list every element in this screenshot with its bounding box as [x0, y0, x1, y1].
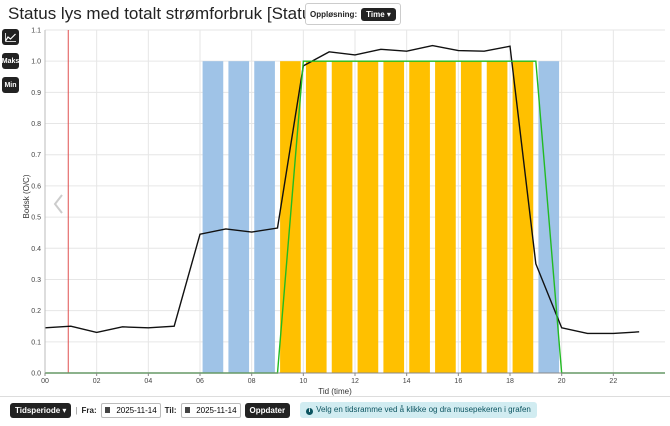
- x-tick-label: 10: [299, 378, 307, 385]
- from-date-field[interactable]: [100, 402, 161, 418]
- bar: [254, 61, 275, 373]
- x-tick-label: 16: [454, 378, 462, 385]
- from-label: Fra:: [81, 405, 97, 415]
- y-tick-label: 0.6: [31, 183, 41, 190]
- x-tick-label: 04: [144, 378, 152, 385]
- x-tick-label: 20: [558, 378, 566, 385]
- resolution-control: Oppløsning: Time ▾: [305, 3, 401, 25]
- y-tick-label: 0.8: [31, 121, 41, 128]
- x-tick-label: 08: [248, 378, 256, 385]
- bar: [486, 61, 508, 373]
- page-title: Status lys med totalt strømforbruk [Stat…: [8, 4, 359, 23]
- bar: [202, 61, 224, 373]
- chart[interactable]: 0.0 0.1 0.2 0.3 0.4 0.5 0.6 0.7 0.8 0.9 1.0 1.1 00 02…: [0, 0, 670, 396]
- update-button[interactable]: Oppdater: [244, 402, 291, 418]
- x-tick-label: 02: [93, 378, 101, 385]
- y-tick-label: 0.3: [31, 277, 41, 284]
- calendar-icon: [104, 407, 110, 413]
- chevron-left-icon[interactable]: [53, 194, 63, 214]
- y-tick-label: 0.9: [31, 90, 41, 97]
- resolution-dropdown[interactable]: Time ▾: [361, 7, 396, 21]
- resolution-value: Time: [366, 9, 385, 19]
- y-axis-label: Bodsk (O/C): [22, 174, 31, 218]
- x-tick-label: 06: [196, 378, 204, 385]
- info-icon: i: [306, 408, 314, 415]
- chart-type-button[interactable]: [2, 29, 19, 45]
- calendar-icon: [184, 407, 190, 413]
- from-date-input[interactable]: [112, 405, 157, 415]
- x-tick-label: 00: [41, 378, 49, 385]
- max-button[interactable]: Maks: [2, 53, 19, 69]
- bar: [409, 61, 430, 373]
- bar: [331, 61, 353, 373]
- bar: [435, 61, 456, 373]
- grid: [44, 29, 665, 374]
- period-dropdown[interactable]: Tidsperiode ▾: [10, 402, 72, 418]
- bar: [228, 61, 250, 373]
- line-chart-icon: [5, 32, 16, 42]
- y-tick-label: 1.0: [31, 59, 41, 66]
- to-date-field[interactable]: [180, 402, 241, 418]
- x-axis-label: Tid (time): [318, 387, 352, 396]
- info-text: Velg en tidsramme ved å klikke og dra mu…: [316, 405, 531, 414]
- to-label: Til:: [164, 405, 177, 415]
- min-button[interactable]: Min: [2, 77, 19, 93]
- footer-divider: [0, 396, 670, 397]
- axes: 0.0 0.1 0.2 0.3 0.4 0.5 0.6 0.7 0.8 0.9 1.0 1.1 00 02…: [22, 28, 665, 396]
- x-tick-label: 18: [506, 378, 514, 385]
- y-tick-label: 0.7: [31, 152, 41, 159]
- resolution-label: Oppløsning:: [310, 9, 358, 19]
- bars: [202, 61, 560, 373]
- x-tick-label: 12: [351, 378, 359, 385]
- footer-toolbar: Tidsperiode ▾ | Fra: Til: Oppdater iVelg…: [10, 402, 537, 418]
- y-tick-label: 0.1: [31, 339, 41, 346]
- to-date-input[interactable]: [192, 405, 237, 415]
- y-tick-label: 0.0: [31, 371, 41, 378]
- bar: [460, 61, 482, 373]
- bar: [383, 61, 405, 373]
- y-tick-label: 0.5: [31, 215, 41, 222]
- bar: [357, 61, 379, 373]
- bar: [305, 61, 327, 373]
- info-box: i Velg en tidsramme ved å klikke og dra m…: [300, 402, 537, 418]
- y-tick-label: 1.1: [31, 28, 41, 35]
- y-tick-label: 0.4: [31, 246, 41, 253]
- x-tick-label: 22: [609, 378, 617, 385]
- separator: |: [75, 405, 78, 415]
- series-line: [44, 44, 640, 335]
- x-tick-label: 14: [403, 378, 411, 385]
- period-label: Tidsperiode: [15, 405, 61, 415]
- bar: [512, 61, 534, 373]
- y-tick-label: 0.2: [31, 308, 41, 315]
